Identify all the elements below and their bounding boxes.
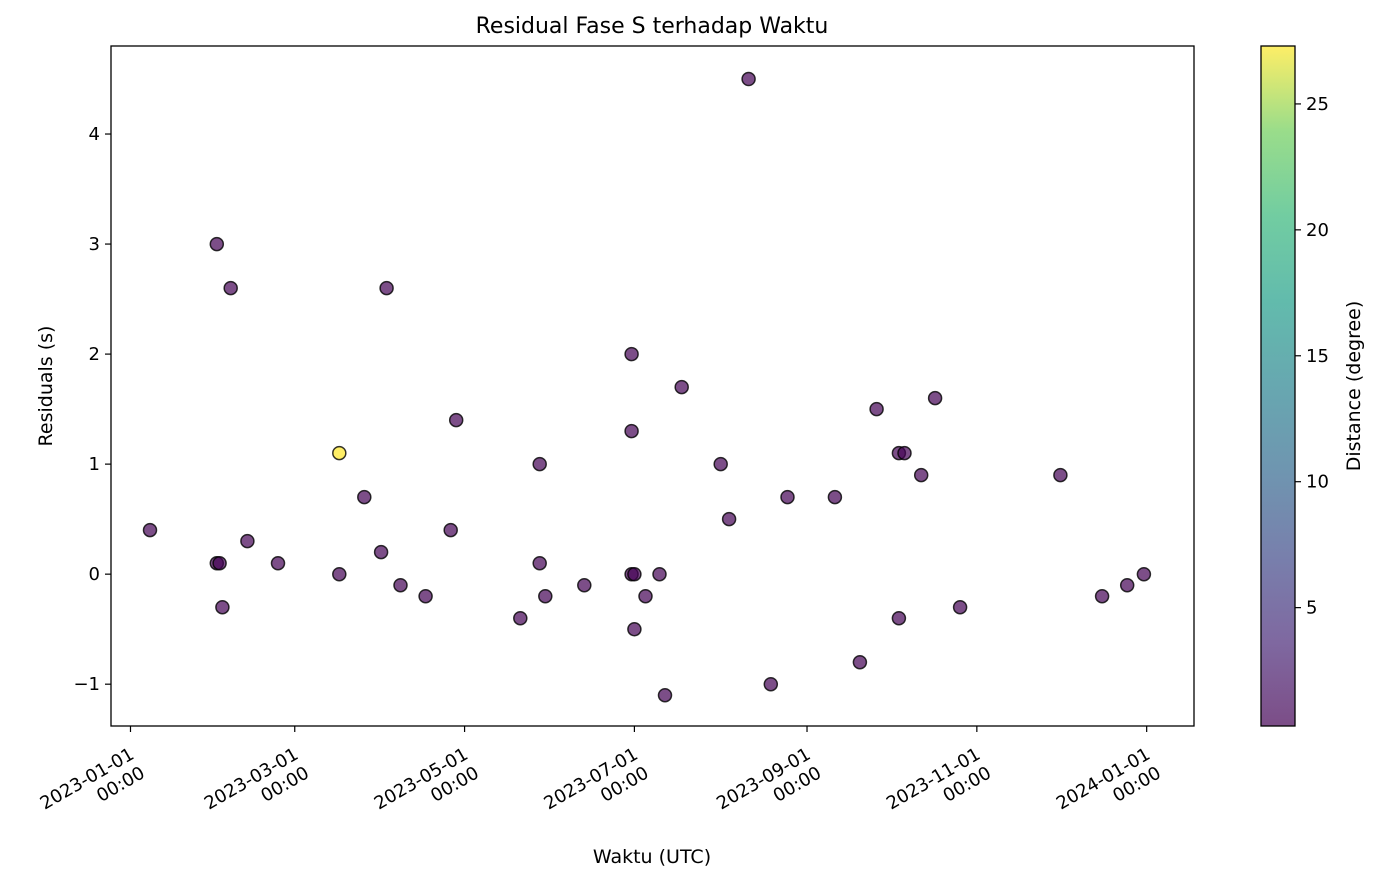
colorbar — [1261, 46, 1295, 726]
data-point — [577, 577, 592, 593]
data-point — [627, 566, 642, 582]
data-point — [852, 654, 868, 670]
data-point — [1136, 566, 1152, 582]
data-point — [223, 280, 238, 296]
y-tick-label: 1 — [89, 454, 100, 475]
data-point — [869, 401, 884, 417]
y-tick-label: 2 — [89, 344, 100, 365]
data-point — [332, 566, 347, 582]
data-point — [332, 445, 347, 461]
data-point — [624, 346, 639, 362]
data-point — [827, 489, 843, 505]
data-point — [657, 687, 673, 703]
data-point — [532, 555, 547, 571]
y-axis-label: Residuals (s) — [35, 326, 57, 447]
colorbar-tick-label: 5 — [1306, 598, 1317, 619]
chart-title: Residual Fase S terhadap Waktu — [476, 14, 829, 39]
data-point — [1119, 577, 1135, 593]
data-point — [373, 544, 389, 560]
y-tick-label: 3 — [89, 234, 100, 255]
data-point — [418, 588, 433, 604]
colorbar-frame — [1260, 45, 1296, 727]
data-point — [270, 555, 286, 571]
data-point — [142, 522, 158, 538]
data-point — [891, 610, 907, 626]
data-point — [627, 621, 642, 637]
data-point — [741, 71, 756, 87]
data-point — [379, 280, 394, 296]
data-point — [1053, 467, 1068, 483]
data-point — [927, 390, 943, 406]
data-point — [721, 511, 737, 527]
y-tick-label: −1 — [73, 674, 100, 695]
colorbar-label: Distance (degree) — [1343, 301, 1365, 472]
data-point — [240, 533, 255, 549]
data-point — [913, 467, 929, 483]
data-point — [1094, 588, 1110, 604]
colorbar-tick-label: 20 — [1306, 220, 1329, 241]
data-point — [532, 456, 547, 472]
data-point — [448, 412, 464, 428]
y-axis-ticks: −1 0 1 2 3 4 — [73, 124, 111, 695]
data-point — [780, 489, 795, 505]
data-point — [393, 577, 408, 593]
data-point — [763, 676, 779, 692]
data-point — [215, 599, 230, 615]
data-point — [538, 588, 553, 604]
data-point — [443, 522, 458, 538]
data-point — [357, 489, 372, 505]
plot-frame — [110, 45, 1195, 727]
data-point — [897, 445, 912, 461]
points-layer — [142, 71, 1152, 703]
data-point — [624, 423, 639, 439]
y-tick-label: 0 — [89, 564, 100, 585]
data-point — [209, 236, 225, 252]
data-point — [674, 379, 689, 395]
colorbar-tick-label: 15 — [1306, 346, 1329, 367]
y-tick-label: 4 — [89, 124, 100, 145]
data-point — [212, 555, 227, 571]
data-point — [952, 599, 968, 615]
colorbar-ticks: 5 10 15 20 25 — [1295, 94, 1329, 619]
colorbar-tick-label: 10 — [1306, 472, 1329, 493]
data-point — [652, 566, 667, 582]
colorbar-tick-label: 25 — [1306, 94, 1329, 115]
data-point — [513, 610, 528, 626]
data-point — [713, 456, 728, 472]
data-point — [638, 588, 653, 604]
x-axis-label: Waktu (UTC) — [593, 846, 711, 868]
